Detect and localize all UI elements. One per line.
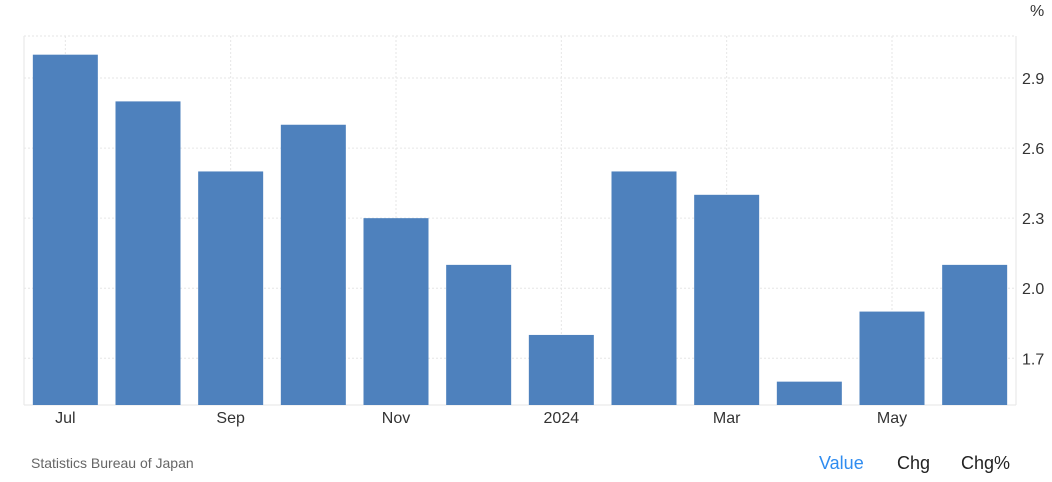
- x-tick-label: 2024: [544, 410, 580, 427]
- bar: [942, 264, 1008, 405]
- bar: [280, 124, 346, 406]
- bar: [363, 218, 429, 405]
- x-tick-label: Mar: [713, 410, 741, 427]
- bar: [859, 311, 925, 405]
- x-tick-label: Sep: [216, 410, 245, 427]
- x-tick-label: May: [877, 410, 907, 427]
- bar: [776, 381, 842, 405]
- bar: [32, 54, 98, 406]
- x-tick-label: Nov: [382, 410, 410, 427]
- bar: [115, 101, 181, 406]
- y-unit-label: %: [1030, 3, 1044, 20]
- chg-toggle[interactable]: Chg: [897, 453, 931, 473]
- y-tick-label: 2.0: [1022, 281, 1044, 298]
- y-tick-label: 2.3: [1022, 211, 1044, 228]
- value-toggle[interactable]: Value: [819, 453, 864, 473]
- source-label: Statistics Bureau of Japan: [31, 455, 194, 471]
- y-tick-label: 2.6: [1022, 141, 1044, 158]
- bars: [32, 54, 1008, 406]
- y-tick-label: 2.9: [1022, 71, 1044, 88]
- x-axis-ticks: Jul Sep Nov 2024 Mar May: [55, 410, 907, 427]
- y-axis-ticks: 1.7 2.0 2.3 2.6 2.9: [1022, 71, 1044, 368]
- bar: [198, 171, 264, 405]
- y-tick-label: 1.7: [1022, 351, 1044, 368]
- bar: [694, 194, 760, 405]
- bar: [446, 264, 512, 405]
- bar: [528, 334, 594, 405]
- bar-chart: Jul Sep Nov 2024 Mar May 1.7 2.0 2.3 2.6 2.9 %: [23, 3, 1044, 427]
- chg-percent-toggle[interactable]: Chg%: [961, 453, 1011, 473]
- x-tick-label: Jul: [55, 410, 75, 427]
- bar: [611, 171, 677, 405]
